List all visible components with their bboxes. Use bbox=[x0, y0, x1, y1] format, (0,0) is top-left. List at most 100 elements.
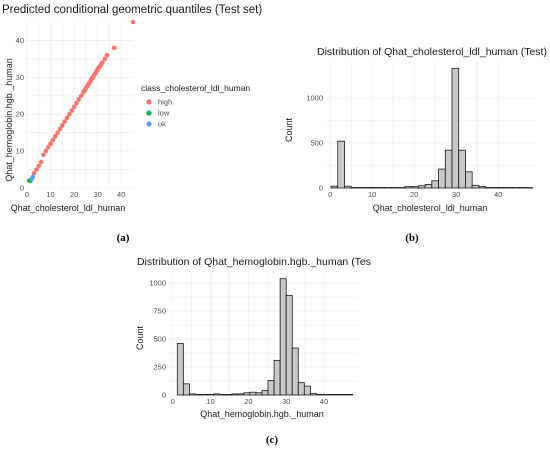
point-high bbox=[60, 122, 65, 128]
chart-c-ytick-label: 1000 bbox=[149, 279, 166, 288]
histogram-bar bbox=[377, 187, 386, 189]
histogram-bar bbox=[279, 278, 287, 396]
histogram-bar bbox=[303, 385, 311, 396]
histogram-bar bbox=[491, 187, 500, 189]
chart-a-ytick-label: 10 bbox=[16, 147, 24, 156]
chart-a-ytick-label: 40 bbox=[16, 36, 24, 45]
histogram-bar bbox=[261, 390, 269, 396]
chart-a-title: Predicted conditional geometric quantile… bbox=[2, 4, 262, 16]
histogram-bar bbox=[357, 187, 366, 189]
histogram-bar bbox=[404, 186, 413, 189]
histogram-bar bbox=[384, 187, 392, 189]
chart-c-ytick-label: 500 bbox=[153, 335, 166, 344]
point-high bbox=[130, 19, 136, 25]
chart-c-xtick-label: 0 bbox=[171, 397, 175, 406]
histogram-bar bbox=[512, 187, 520, 189]
histogram-bar bbox=[485, 187, 493, 189]
histogram-bar bbox=[267, 380, 275, 396]
histogram-bar bbox=[189, 393, 196, 396]
chart-c-xtick-label: 40 bbox=[320, 397, 328, 406]
chart-a-ytick-label: 30 bbox=[16, 73, 24, 82]
chart-a-xlabel: Qhat_cholesterol_ldl_human bbox=[11, 203, 126, 213]
point-high bbox=[45, 145, 51, 150]
histogram-bar bbox=[438, 168, 446, 189]
histogram-bar bbox=[297, 382, 305, 396]
histogram-bar bbox=[213, 393, 221, 396]
caption-c: (c) bbox=[266, 434, 279, 446]
histogram-bar bbox=[444, 149, 453, 189]
point-high bbox=[76, 97, 82, 102]
histogram-bar bbox=[337, 140, 345, 189]
histogram-bar bbox=[518, 187, 527, 189]
histogram-bar bbox=[201, 394, 208, 396]
chart-b-xlabel: Qhat_cholesterol_ldl_human bbox=[373, 203, 488, 213]
point-high bbox=[111, 45, 117, 51]
chart-a-ylabel: Qhat_hemoglobin.hgb._human bbox=[4, 58, 14, 182]
histogram-bar bbox=[207, 394, 215, 396]
chart-a-ytick-label: 20 bbox=[16, 110, 24, 119]
chart-b-xtick-label: 20 bbox=[410, 190, 418, 199]
histogram-bar bbox=[417, 185, 426, 189]
chart-a-xtick-label: 10 bbox=[46, 190, 54, 199]
histogram-bar bbox=[364, 187, 372, 189]
histogram-bar bbox=[344, 185, 352, 189]
chart-b-ytick-label: 1000 bbox=[306, 94, 323, 103]
chart-b-xtick-label: 0 bbox=[328, 190, 332, 199]
point-ok bbox=[30, 174, 36, 180]
chart-c-xtick-label: 30 bbox=[282, 397, 290, 406]
point-high bbox=[100, 60, 105, 65]
histogram-bar bbox=[231, 393, 239, 396]
histogram-bar bbox=[219, 394, 227, 396]
point-high bbox=[74, 100, 79, 106]
chart-b-xtick-label: 10 bbox=[368, 190, 376, 199]
histogram-bar bbox=[243, 392, 251, 396]
histogram-bar bbox=[370, 187, 379, 189]
legend-label-high: high bbox=[158, 98, 172, 107]
histogram-bar bbox=[478, 186, 487, 189]
chart-c-xtick-label: 10 bbox=[206, 397, 214, 406]
chart-b-ylabel: Count bbox=[284, 118, 294, 143]
point-high bbox=[41, 152, 46, 158]
histogram-bar bbox=[424, 183, 433, 189]
point-high bbox=[104, 52, 110, 58]
panel-b-histogram: Distribution of Qhat_cholesterol_ldl_hum… bbox=[284, 46, 547, 213]
histogram-bar bbox=[334, 394, 342, 396]
point-high bbox=[64, 115, 70, 121]
point-high bbox=[48, 141, 53, 147]
histogram-bar bbox=[249, 391, 257, 396]
legend-title: class_cholesterol_ldl_human bbox=[141, 83, 250, 93]
panel-c-histogram: Distribution of Qhat_hemoglobin.hgb._hum… bbox=[135, 256, 371, 419]
histogram-bar bbox=[322, 394, 329, 396]
point-high bbox=[62, 119, 67, 124]
legend-label-ok: ok bbox=[158, 120, 166, 129]
chart-a-xtick-label: 0 bbox=[25, 190, 29, 199]
histogram-bar bbox=[451, 67, 460, 189]
histogram-bar bbox=[465, 171, 473, 189]
legend-label-low: low bbox=[158, 109, 170, 118]
point-high bbox=[78, 93, 84, 99]
caption-a: (a) bbox=[117, 232, 130, 244]
point-high bbox=[31, 170, 37, 176]
panel-a-scatter: Predicted conditional geometric quantile… bbox=[2, 4, 262, 213]
histogram-bar bbox=[350, 187, 359, 189]
histogram-bar bbox=[397, 187, 406, 189]
histogram-bar bbox=[255, 392, 263, 396]
point-high bbox=[36, 163, 42, 169]
histogram-bar bbox=[411, 186, 419, 189]
histogram-bar bbox=[346, 394, 354, 396]
histogram-bar bbox=[431, 180, 439, 189]
histogram-bar bbox=[237, 393, 245, 396]
chart-c-ytick-label: 750 bbox=[153, 307, 166, 316]
chart-b-ytick-label: 500 bbox=[310, 139, 323, 148]
histogram-bar bbox=[328, 394, 335, 396]
histogram-bar bbox=[309, 392, 317, 396]
histogram-bar bbox=[330, 185, 339, 189]
caption-b: (b) bbox=[405, 232, 419, 244]
point-high bbox=[38, 159, 44, 165]
histogram-bar bbox=[176, 343, 184, 396]
point-high bbox=[71, 104, 77, 110]
histogram-bar bbox=[316, 394, 323, 396]
chart-b-xtick-label: 30 bbox=[452, 190, 460, 199]
histogram-bar bbox=[458, 149, 466, 189]
